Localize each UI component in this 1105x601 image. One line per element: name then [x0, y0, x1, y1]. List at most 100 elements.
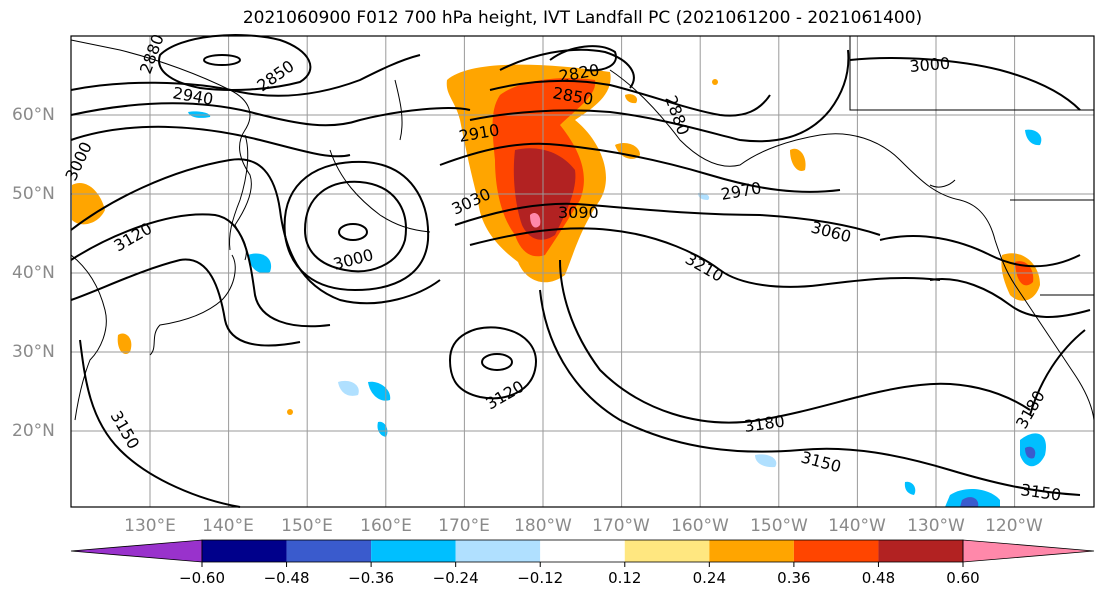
colorbar-segment — [540, 540, 625, 562]
contour-3060-west — [70, 158, 441, 305]
colorbar-extension-low — [70, 539, 203, 563]
colorbar-segment — [624, 540, 710, 562]
contour-3060-east — [879, 234, 1081, 268]
contour-small-low-inner — [481, 353, 513, 371]
contour-label: 3090 — [558, 203, 599, 222]
coast-sakhalin — [229, 134, 249, 251]
contour-3120-west — [70, 258, 301, 347]
height-contours — [70, 34, 1091, 508]
coast-alaska-aleutian — [609, 69, 996, 241]
lon-label: 130°E — [124, 516, 176, 536]
ivt-region-small-3 — [790, 148, 806, 171]
lon-label: 180°W — [514, 516, 572, 536]
colorbar-extension-high — [962, 539, 1095, 563]
ivt-neg-region-13 — [698, 192, 710, 200]
contour-label: 3000 — [909, 54, 951, 76]
coast-korea-china — [70, 254, 107, 421]
colorbar-segment — [793, 540, 879, 562]
contour-2880 — [489, 79, 771, 117]
contour-3180 — [559, 259, 1031, 424]
colorbar-tick-label: −0.48 — [264, 569, 310, 587]
lon-label: 140°W — [828, 516, 886, 536]
ivt-neg-region-4 — [377, 421, 388, 437]
contour-2820 — [549, 45, 617, 72]
longitude-labels: 130°E 140°E 150°E 160°E 170°E 180°W 170°… — [124, 516, 1043, 536]
colorbar: −0.60 −0.48 −0.36 −0.24 −0.12 0.12 0.24 0.36 0.4… — [70, 539, 1095, 587]
contour-3120-east — [929, 278, 1091, 318]
contour-2940 — [70, 54, 421, 97]
colorbar-tick-label: −0.24 — [433, 569, 479, 587]
contour-3030 — [439, 142, 841, 193]
contour-low-center-inner — [338, 223, 368, 241]
contour-3180-east — [1029, 329, 1086, 416]
contour-low-ne-asia-inner — [203, 54, 241, 66]
colorbar-tick-label: 0.48 — [862, 569, 895, 587]
contour-3000-west — [70, 125, 351, 158]
colorbar-segment — [286, 540, 372, 562]
colorbar-tick-label: −0.12 — [517, 569, 563, 587]
ivt-region-peak — [530, 213, 541, 228]
ivt-neg-region-10 — [1025, 446, 1036, 459]
contour-3210 — [469, 227, 941, 288]
lon-label: 170°W — [592, 516, 650, 536]
contour-low-center-1 — [303, 180, 407, 273]
lon-label: 140°E — [202, 516, 254, 536]
contour-2850 — [499, 48, 635, 89]
coastlines — [70, 36, 1095, 421]
colorbar-segments — [70, 539, 1095, 563]
lat-label: 30°N — [12, 342, 55, 362]
ivt-dot-2 — [712, 79, 718, 85]
colorbar-tick-label: 0.12 — [608, 569, 641, 587]
ivt-region-japan-south — [117, 333, 132, 355]
contour-3150 — [79, 339, 241, 508]
contour-2970 — [70, 102, 471, 127]
contour-low-center-2 — [283, 160, 430, 292]
colorbar-tick-label: 0.36 — [777, 569, 810, 587]
lon-label: 170°E — [438, 516, 490, 536]
ivt-neg-region-2 — [338, 380, 359, 396]
ivt-negative-shading — [188, 111, 1046, 507]
colorbar-tick-label: 0.24 — [693, 569, 726, 587]
colorbar-segment — [455, 540, 541, 562]
ivt-region-small-2 — [625, 94, 638, 104]
lon-label: 150°W — [750, 516, 808, 536]
ivt-neg-region-3 — [368, 381, 391, 401]
coast-japan — [149, 254, 236, 356]
colorbar-segment — [371, 540, 456, 562]
contour-3090 — [454, 202, 881, 236]
latitude-labels: 60°N 50°N 40°N 30°N 20°N — [12, 105, 55, 441]
colorbar-segment — [709, 540, 794, 562]
coast-north-america — [994, 239, 1095, 421]
ivt-neg-region-5 — [755, 454, 777, 468]
lat-label: 20°N — [12, 421, 55, 441]
contour-2910 — [469, 49, 850, 143]
map-frame — [70, 35, 1095, 508]
ivt-dot — [287, 409, 293, 415]
colorbar-ticks: −0.60 −0.48 −0.36 −0.24 −0.12 0.12 0.24 0.36 0.4… — [179, 562, 980, 587]
contour-3150-east — [539, 289, 1081, 496]
coast-asia-east — [70, 39, 252, 261]
ivt-neg-region-11 — [1025, 129, 1042, 146]
map-title: 2021060900 F012 700 hPa height, IVT Land… — [242, 8, 923, 28]
lon-label: 120°W — [985, 516, 1043, 536]
ivt-region-west — [72, 182, 105, 225]
colorbar-tick-label: −0.60 — [179, 569, 225, 587]
coast-kamchatka — [394, 79, 403, 141]
border-canada — [849, 36, 1094, 111]
coast-kuril — [329, 149, 431, 233]
lat-label: 40°N — [12, 263, 55, 283]
lon-label: 130°W — [907, 516, 965, 536]
colorbar-tick-label: 0.60 — [946, 569, 979, 587]
ivt-neg-region-8 — [960, 497, 979, 507]
lat-label: 60°N — [12, 105, 55, 125]
colorbar-outline — [201, 539, 964, 563]
coast-island — [929, 179, 956, 188]
colorbar-tick-label: −0.36 — [348, 569, 394, 587]
lon-label: 160°W — [671, 516, 729, 536]
lon-label: 150°E — [281, 516, 333, 536]
lat-label: 50°N — [12, 184, 55, 204]
contour-3000-east — [849, 57, 1081, 111]
ivt-neg-region-1 — [248, 253, 272, 274]
contour-3090-west — [70, 213, 331, 328]
